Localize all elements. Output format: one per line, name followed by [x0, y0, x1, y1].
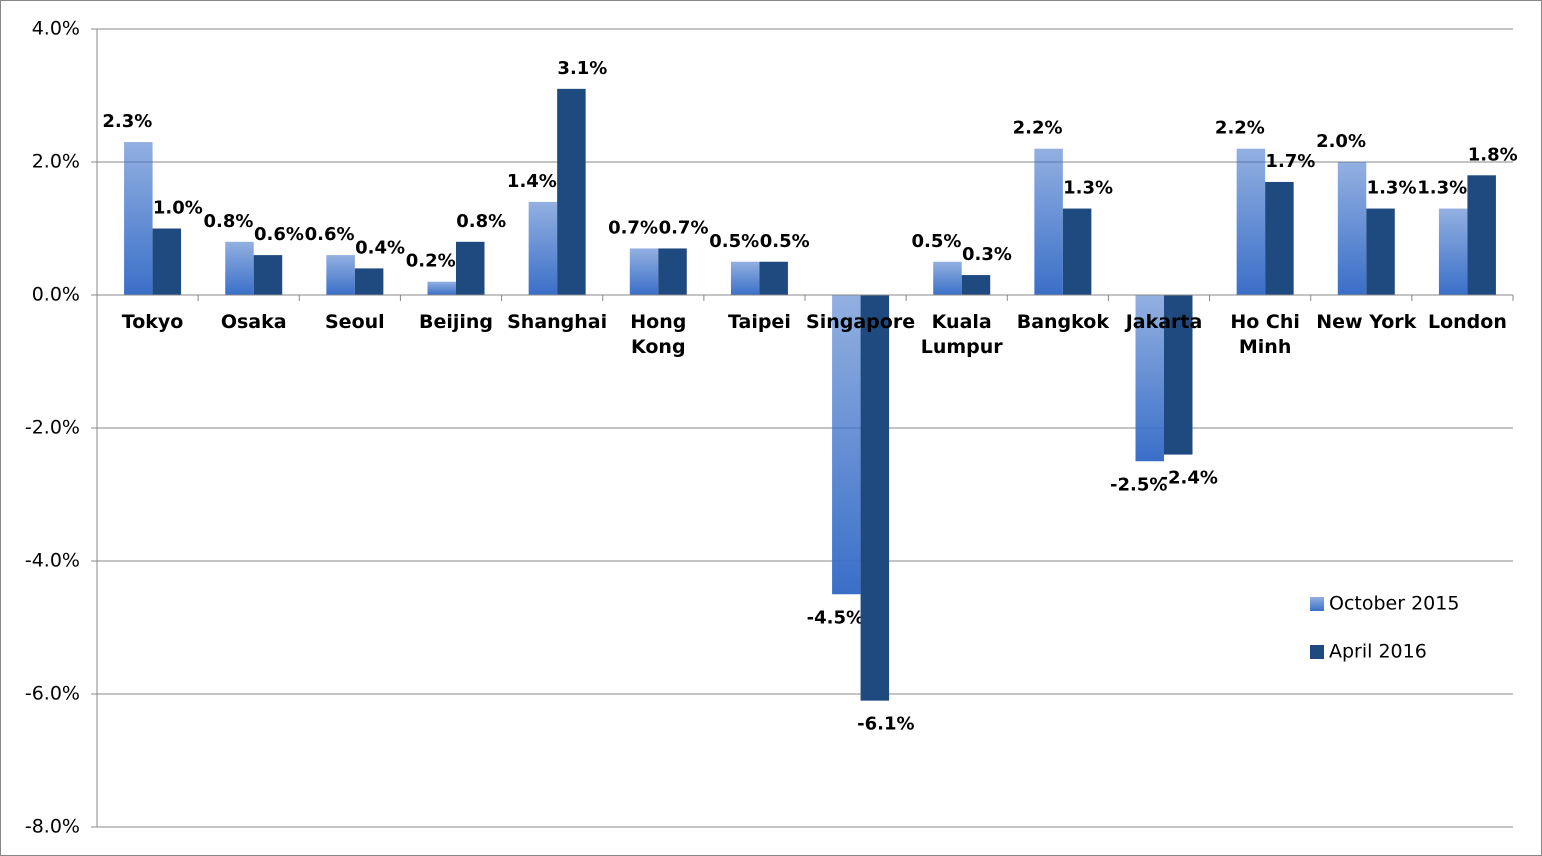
- bar: [933, 261, 962, 295]
- data-label: 0.5%: [760, 231, 810, 252]
- data-label: 1.0%: [153, 198, 203, 219]
- x-tick-label: Singapore: [806, 311, 916, 333]
- bar: [1467, 175, 1496, 295]
- data-label: 2.2%: [1215, 118, 1265, 139]
- data-label: 0.8%: [204, 211, 254, 232]
- bar: [1236, 148, 1266, 295]
- data-label: 0.6%: [254, 224, 304, 245]
- y-tick-label: -2.0%: [25, 417, 80, 439]
- bar: [225, 241, 254, 295]
- y-tick-label: 4.0%: [32, 18, 80, 40]
- data-label: 1.4%: [507, 171, 557, 192]
- bar: [1164, 295, 1193, 455]
- data-label: 0.7%: [659, 217, 709, 238]
- y-tick-label: 0.0%: [32, 284, 80, 306]
- bar: [427, 281, 456, 295]
- bar: [326, 255, 355, 295]
- x-tick-label: Kuala Lumpur: [920, 311, 1003, 358]
- x-tick-label: Tokyo: [121, 311, 184, 333]
- x-tick-label: London: [1427, 311, 1507, 333]
- bar: [528, 201, 558, 295]
- bar: [354, 268, 384, 295]
- data-label: 1.3%: [1063, 178, 1113, 199]
- y-tick-label: -6.0%: [25, 683, 80, 705]
- legend-swatch: [1310, 645, 1324, 659]
- legend-label: October 2015: [1329, 593, 1459, 615]
- bar: [557, 88, 586, 295]
- data-label: 0.6%: [305, 224, 355, 245]
- bar: [1438, 208, 1468, 295]
- data-label: 1.8%: [1468, 144, 1518, 165]
- bar: [253, 255, 283, 295]
- x-tick-label: Ho Chi Minh: [1230, 311, 1300, 358]
- data-label: 3.1%: [557, 58, 607, 79]
- bar: [759, 261, 788, 295]
- data-label: 0.2%: [406, 251, 456, 272]
- x-tick-label: Hong Kong: [630, 311, 687, 358]
- legend-swatch: [1310, 597, 1324, 611]
- bar: [658, 248, 687, 295]
- x-tick-label: Taipei: [727, 311, 791, 333]
- bar: [961, 275, 991, 295]
- x-tick-label: Beijing: [418, 311, 494, 333]
- bar: [730, 261, 760, 295]
- y-tick-label: -4.0%: [25, 550, 80, 572]
- bar: [1265, 181, 1294, 295]
- bar: [1337, 162, 1367, 295]
- data-label: -6.1%: [857, 714, 914, 735]
- bar: [124, 142, 153, 295]
- data-label: 2.3%: [102, 111, 152, 132]
- data-label: 0.5%: [709, 231, 759, 252]
- data-label: 0.8%: [456, 211, 506, 232]
- data-label: 1.3%: [1417, 178, 1467, 199]
- y-tick-label: 2.0%: [32, 151, 80, 173]
- data-label: 1.7%: [1265, 151, 1315, 172]
- data-label: 0.5%: [912, 231, 962, 252]
- data-label: 0.7%: [608, 217, 658, 238]
- x-tick-label: Shanghai: [507, 311, 608, 333]
- x-tick-label: Osaka: [220, 311, 287, 333]
- data-label: 0.3%: [962, 244, 1012, 265]
- data-label: 1.3%: [1367, 178, 1417, 199]
- data-label: -2.5%: [1110, 474, 1167, 495]
- bar: [1062, 208, 1092, 295]
- x-tick-label: Jakarta: [1125, 311, 1203, 333]
- bar: [1135, 295, 1164, 462]
- bar: [456, 241, 485, 295]
- bar: [152, 228, 182, 295]
- bar: [860, 295, 890, 701]
- bar: [832, 295, 861, 595]
- bar: [629, 248, 659, 295]
- y-tick-label: -8.0%: [25, 816, 80, 838]
- data-label: -2.4%: [1161, 468, 1218, 489]
- legend-label: April 2016: [1329, 641, 1427, 663]
- x-tick-label: Seoul: [325, 311, 385, 333]
- data-label: -4.5%: [807, 607, 864, 628]
- data-label: 0.4%: [355, 237, 405, 258]
- data-label: 2.2%: [1013, 118, 1063, 139]
- bar: [1034, 148, 1063, 295]
- data-label: 2.0%: [1316, 131, 1366, 152]
- x-tick-label: Bangkok: [1016, 311, 1109, 333]
- bar: [1366, 208, 1395, 295]
- x-tick-label: New York: [1316, 311, 1417, 333]
